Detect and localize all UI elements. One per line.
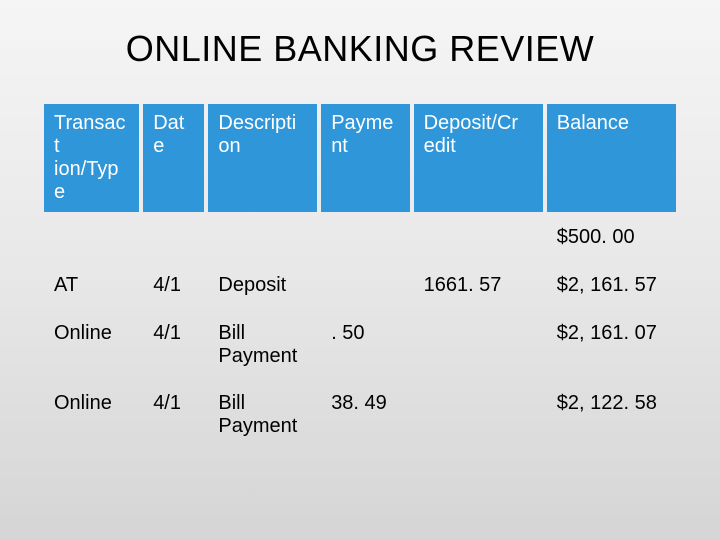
col-header-deposit-credit: Deposit/Cr edit: [414, 104, 543, 212]
cell-date: [143, 216, 204, 260]
page-title: ONLINE BANKING REVIEW: [60, 28, 660, 70]
cell-transaction-type: [44, 216, 139, 260]
cell-description: Bill Payment: [208, 382, 317, 448]
cell-description: Bill Payment: [208, 312, 317, 378]
cell-deposit-credit: [414, 382, 543, 448]
table-row: Online 4/1 Bill Payment 38. 49 $2, 122. …: [44, 382, 676, 448]
cell-balance: $2, 122. 58: [547, 382, 676, 448]
col-header-date: Date: [143, 104, 204, 212]
cell-date: 4/1: [143, 382, 204, 448]
table-header-row: Transact ion/Type Date Descripti on Paym…: [44, 104, 676, 212]
table-row: $500. 00: [44, 216, 676, 260]
cell-deposit-credit: 1661. 57: [414, 264, 543, 308]
cell-description: Deposit: [208, 264, 317, 308]
cell-transaction-type: Online: [44, 312, 139, 378]
col-header-transaction-type: Transact ion/Type: [44, 104, 139, 212]
cell-balance: $500. 00: [547, 216, 676, 260]
table-row: Online 4/1 Bill Payment . 50 $2, 161. 07: [44, 312, 676, 378]
col-header-description: Descripti on: [208, 104, 317, 212]
cell-payment: 38. 49: [321, 382, 409, 448]
cell-payment: . 50: [321, 312, 409, 378]
cell-transaction-type: AT: [44, 264, 139, 308]
slide: ONLINE BANKING REVIEW Transact ion/Type …: [0, 0, 720, 540]
cell-balance: $2, 161. 57: [547, 264, 676, 308]
col-header-payment: Payme nt: [321, 104, 409, 212]
col-header-balance: Balance: [547, 104, 676, 212]
cell-payment: [321, 216, 409, 260]
transactions-table: Transact ion/Type Date Descripti on Paym…: [40, 100, 680, 452]
cell-deposit-credit: [414, 312, 543, 378]
cell-transaction-type: Online: [44, 382, 139, 448]
table-row: AT 4/1 Deposit 1661. 57 $2, 161. 57: [44, 264, 676, 308]
cell-deposit-credit: [414, 216, 543, 260]
cell-date: 4/1: [143, 312, 204, 378]
cell-date: 4/1: [143, 264, 204, 308]
cell-balance: $2, 161. 07: [547, 312, 676, 378]
cell-payment: [321, 264, 409, 308]
cell-description: [208, 216, 317, 260]
